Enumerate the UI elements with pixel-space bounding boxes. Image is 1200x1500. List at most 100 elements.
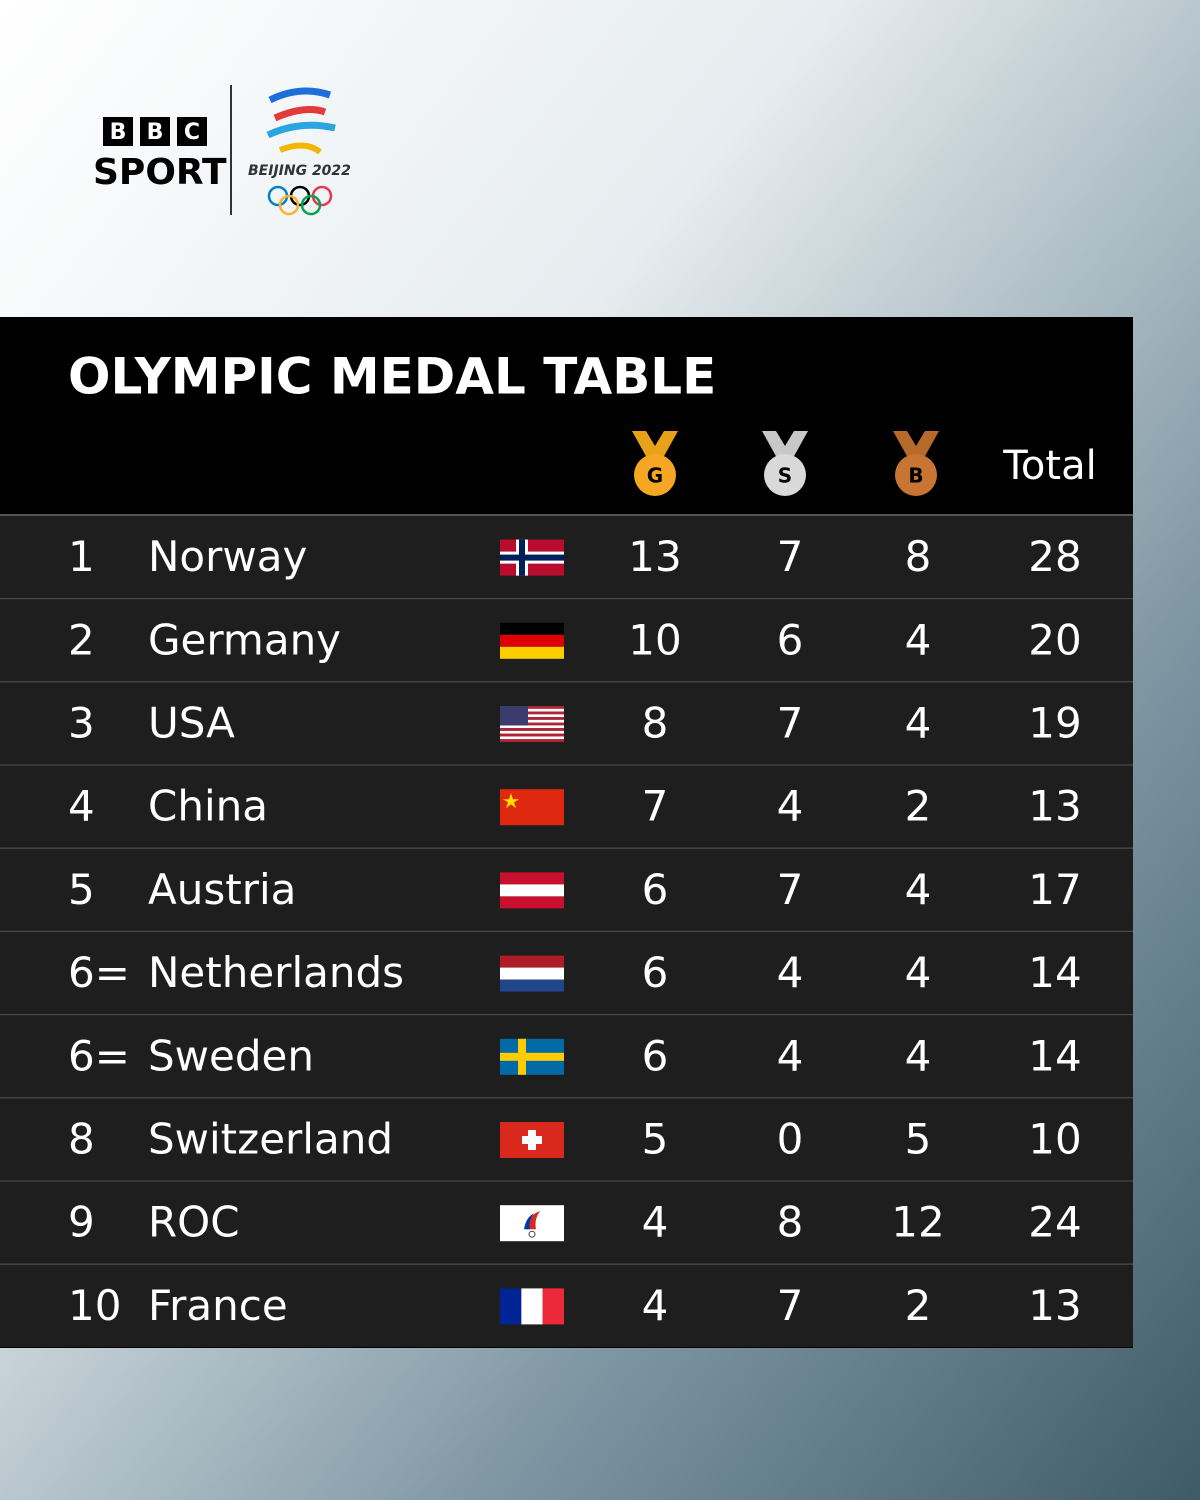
total-count: 17: [1028, 865, 1081, 914]
gold-count: 4: [642, 1198, 669, 1247]
row-background: [0, 1098, 1133, 1181]
emblem-stroke: [266, 121, 336, 139]
table-row: 10 France 4 7 2 13: [0, 1264, 1133, 1347]
medal: [634, 454, 676, 496]
flag-part: [500, 739, 564, 742]
table-row: 2 Germany 10 6 4 20: [0, 599, 1133, 683]
row-background: [0, 765, 1133, 848]
silver-count: 7: [777, 699, 804, 748]
silver-count: 7: [777, 865, 804, 914]
gold-count: 10: [628, 615, 681, 664]
flag-part: [500, 1052, 564, 1061]
rank: 9: [68, 1198, 95, 1247]
table-rows: 1 Norway 13 7 8 282 Germany 10 6 4 203 USA 8 7 4 194 Chi…: [0, 516, 1133, 1347]
flag: [500, 1122, 564, 1158]
flag-part: [500, 722, 564, 726]
flag-part: [500, 884, 564, 897]
silver-count: 7: [777, 532, 804, 581]
rank: 10: [68, 1281, 121, 1330]
medal-letter: S: [778, 464, 792, 488]
bronze-count: 4: [905, 615, 932, 664]
flag: [500, 539, 564, 576]
flag-part: [500, 717, 564, 720]
country: Netherlands: [148, 948, 404, 997]
rank: 6=: [68, 948, 130, 997]
table-row: 1 Norway 13 7 8 28: [0, 516, 1133, 600]
total-count: 24: [1028, 1198, 1081, 1247]
row-background: [0, 1015, 1133, 1098]
flag: [500, 622, 564, 659]
flag: [500, 1205, 564, 1242]
gold-count: 6: [642, 865, 669, 914]
bronze-count: 2: [905, 782, 932, 831]
rank: 6=: [68, 1031, 130, 1080]
flag-part: [500, 708, 564, 712]
flag-part: [500, 1288, 522, 1325]
table-row: 6= Netherlands 6 4 4 14: [0, 932, 1133, 1016]
flag: [500, 789, 564, 826]
flag: [500, 872, 564, 909]
beijing-logo: BEIJING 2022: [248, 87, 351, 216]
rank: 1: [68, 532, 95, 581]
table-title: OLYMPIC MEDAL TABLE: [68, 348, 716, 406]
country: China: [148, 782, 268, 831]
flag-part: [500, 634, 564, 647]
total-count: 13: [1028, 782, 1081, 831]
country: ROC: [148, 1198, 240, 1247]
emblem-stroke: [273, 106, 327, 122]
flag-part: [521, 1288, 543, 1325]
row-background: [0, 1264, 1133, 1347]
logo-games: BEIJING 2022: [248, 163, 351, 179]
gold-count: 8: [642, 699, 669, 748]
flag-part: [500, 622, 564, 635]
total-header: Total: [1002, 443, 1096, 489]
flag-part: [500, 967, 564, 980]
total-count: 10: [1028, 1115, 1081, 1164]
bronze-count: 12: [891, 1198, 944, 1247]
table-row: 5 Austria 6 7 4 17: [0, 848, 1133, 933]
rank: 5: [68, 865, 95, 914]
country: Sweden: [148, 1031, 314, 1080]
flag-part: [500, 736, 564, 740]
flag-part: [542, 1288, 564, 1325]
medal: [764, 454, 806, 496]
medal: [895, 454, 937, 496]
flag-part: [500, 896, 564, 909]
flag-part: [500, 719, 564, 723]
bbc-logo: B B C SPORT: [93, 117, 227, 193]
flag-part: [500, 714, 564, 718]
silver-count: 7: [777, 1281, 804, 1330]
row-background: [0, 848, 1133, 931]
ribbon: [762, 431, 808, 458]
ribbon: [632, 431, 678, 458]
flag-part: [500, 955, 564, 968]
bronze-count: 8: [905, 532, 932, 581]
country: Switzerland: [148, 1115, 393, 1164]
flag-part: [503, 793, 519, 809]
flag: [500, 955, 564, 992]
country: Austria: [148, 865, 296, 914]
gold-count: 5: [642, 1115, 669, 1164]
logo-letter: B: [147, 120, 164, 145]
flag-part: [500, 733, 564, 737]
row-background: [0, 516, 1133, 599]
silver-count: 4: [777, 948, 804, 997]
flag-part: [528, 1230, 536, 1238]
flag: [500, 706, 564, 742]
flag-part: [500, 725, 564, 729]
rank: 8: [68, 1115, 95, 1164]
bronze-count: 4: [905, 699, 932, 748]
bronze-count: 5: [905, 1115, 932, 1164]
total-count: 13: [1028, 1281, 1081, 1330]
row-background: [0, 1181, 1133, 1264]
medal-letter: B: [908, 464, 923, 488]
gold-count: 7: [642, 782, 669, 831]
silver-icon: S: [762, 431, 808, 496]
rank: 4: [68, 782, 95, 831]
table-row: 9 ROC 4 8 12 24: [0, 1181, 1133, 1266]
logo-letter: C: [184, 120, 200, 145]
flag-part: [500, 979, 564, 992]
gold-count: 6: [642, 948, 669, 997]
